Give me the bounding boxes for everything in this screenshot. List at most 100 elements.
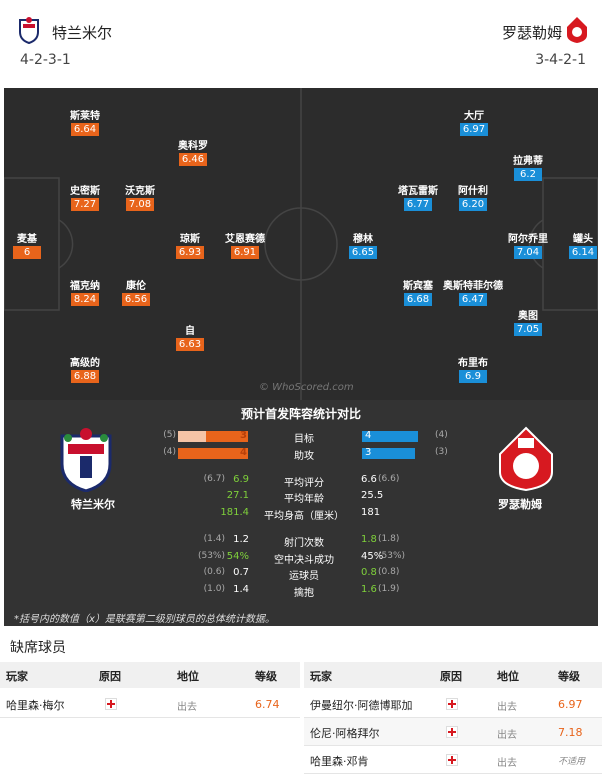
pitch: © WhoScored.com 斯莱特 6.64 奥科罗 6.46 史密斯 7.27 沃克斯… [4, 88, 598, 400]
player-name: 阿什利 [458, 186, 488, 197]
bar-label: 目标 [294, 434, 314, 445]
away-value: 3 [365, 447, 372, 458]
column-header: 地位 [497, 670, 519, 683]
away-value: 4 [365, 430, 372, 441]
away-ref: (6.6) [378, 474, 400, 484]
player-name: 康伦 [126, 281, 146, 292]
player-name: 艾恩赛德 [225, 234, 265, 245]
home-ref: (6.7) [203, 474, 225, 484]
player-rating: 8.24 [71, 293, 99, 306]
player-name: 斯莱特 [70, 111, 100, 122]
home-team-name: 特兰米尔 [52, 24, 113, 42]
home-ref: (53%) [197, 551, 225, 561]
player-rating: 6.93 [176, 246, 204, 259]
footnote: *括号内的数值（x）是联赛第二级别球员的总体统计数据。 [14, 614, 275, 625]
status: 出去 [497, 702, 517, 713]
injury-icon [105, 698, 117, 710]
home-ref: (4) [163, 447, 176, 457]
away-ref: (3) [435, 447, 448, 457]
away-stat: 1.6 [361, 584, 377, 595]
player-rating: 7.04 [514, 246, 542, 259]
away-name: 罗瑟勒姆 [498, 498, 542, 511]
home-name: 特兰米尔 [71, 498, 115, 511]
player: 哈里森·梅尔 [6, 699, 65, 712]
stat-label: 平均评分 [284, 478, 324, 489]
watermark: © WhoScored.com [259, 382, 354, 393]
player-rating: 6.88 [71, 370, 99, 383]
away-ref: (1.8) [378, 534, 400, 544]
player-rating: 6.2 [514, 168, 542, 181]
home-formation: 4-2-3-1 [20, 52, 71, 68]
bar-label: 助攻 [294, 451, 314, 462]
player-rating: 6.56 [122, 293, 150, 306]
stat-label: 运球员 [289, 571, 319, 582]
player-name: 穆林 [353, 234, 373, 245]
player-name: 罐头 [573, 234, 593, 245]
home-bar [178, 448, 248, 459]
player-rating: 6.77 [404, 198, 432, 211]
column-header: 等级 [558, 670, 580, 683]
home-stat: 1.2 [233, 534, 249, 545]
player-rating: 6.97 [460, 123, 488, 136]
home-bar [206, 431, 248, 442]
player-rating: 7.08 [126, 198, 154, 211]
cross-v [451, 728, 453, 736]
player-name: 麦基 [17, 234, 37, 245]
rating: 7.18 [558, 726, 583, 739]
rating: 不适用 [558, 757, 586, 767]
away-ref: (53%) [378, 551, 406, 561]
player-name: 琼斯 [180, 234, 200, 245]
stat-label: 擒抱 [294, 588, 314, 599]
stat-label: 平均年龄 [284, 494, 324, 505]
status: 出去 [497, 758, 517, 769]
player: 伊曼纽尔·阿德博耶加 [310, 699, 413, 712]
home-value: 3 [240, 430, 247, 441]
missing-title: 缺席球员 [10, 640, 66, 656]
player-name: 奥科罗 [178, 141, 208, 152]
away-bar [362, 448, 415, 459]
comparison-title: 预计首发阵容统计对比 [240, 407, 362, 421]
away-stat: 45% [361, 551, 384, 562]
player-rating: 6 [13, 246, 41, 259]
away-badge [499, 426, 553, 492]
comparison-panel: 预计首发阵容统计对比 特兰米尔 罗瑟勒姆 *括号内的数值（x）是联赛第二级别球员… [4, 400, 598, 626]
player-name: 阿尔乔里 [508, 234, 548, 245]
player-rating: 7.05 [514, 323, 542, 336]
home-stat: 0.7 [233, 567, 249, 578]
player-rating: 6.64 [71, 123, 99, 136]
player-rating: 6.91 [231, 246, 259, 259]
home-ref: (0.6) [203, 567, 225, 577]
away-stat: 6.6 [361, 474, 377, 485]
player-rating: 6.68 [404, 293, 432, 306]
row-bg [0, 690, 300, 718]
away-ref: (4) [435, 430, 448, 440]
home-ref: (5) [163, 430, 176, 440]
player: 哈里森·邓肯 [310, 755, 369, 768]
player-name: 奥图 [518, 311, 538, 322]
player-rating: 6.14 [569, 246, 597, 259]
column-header: 原因 [440, 670, 462, 683]
away-stat: 1.8 [361, 534, 377, 545]
stat-label: 空中决斗成功 [274, 555, 334, 566]
away-stat: 181 [361, 507, 381, 518]
player-name: 布里布 [458, 358, 488, 369]
away-team-name: 罗瑟勒姆 [501, 24, 562, 42]
header-bg [304, 662, 602, 688]
away-ref: (0.8) [378, 567, 400, 577]
player-name: 自 [185, 326, 195, 337]
player-rating: 6.20 [459, 198, 487, 211]
cross-v [110, 700, 112, 708]
away-stat: 0.8 [361, 567, 377, 578]
home-badge-small [19, 17, 39, 44]
column-header: 等级 [255, 670, 277, 683]
home-stat: 27.1 [226, 490, 249, 501]
stat-label: 射门次数 [284, 538, 324, 549]
cross-v [451, 700, 453, 708]
rating: 6.74 [255, 698, 280, 711]
player: 伦尼·阿格拜尔 [310, 727, 380, 740]
player-rating: 7.27 [71, 198, 99, 211]
player-rating: 6.47 [459, 293, 487, 306]
player-name: 奥斯特菲尔德 [443, 281, 503, 292]
player-name: 斯宾塞 [403, 281, 433, 292]
